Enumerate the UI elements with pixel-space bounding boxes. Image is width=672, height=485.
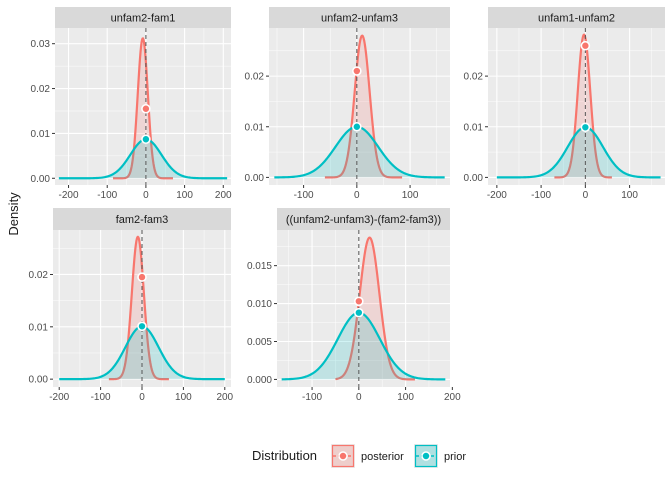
- prior-point: [141, 134, 151, 145]
- posterior-point: [354, 296, 364, 307]
- legend-key-point: [338, 451, 348, 461]
- x-tick-label: 100: [621, 190, 638, 201]
- legend: Distribution posterior prior: [252, 444, 466, 468]
- y-tick-label: 0.02: [464, 72, 484, 83]
- posterior-density-area: [108, 236, 169, 380]
- y-tick-label: 0.005: [247, 337, 272, 348]
- legend-label-prior: prior: [444, 451, 466, 463]
- x-tick-label: 0: [356, 392, 362, 403]
- posterior-density-line: [335, 236, 416, 381]
- x-tick-label: -100: [302, 392, 322, 403]
- prior-density-area: [58, 139, 228, 179]
- posterior-point: [580, 40, 591, 51]
- facet-panel-1: unfam2-fam1 -200 -100 0 100 200 0.00 0.01 0.02 0.…: [31, 7, 232, 201]
- y-tick-label: 0.00: [31, 174, 51, 185]
- facet-title: unfam2-fam1: [111, 13, 176, 25]
- facet-strip: [53, 208, 231, 230]
- prior-point: [352, 121, 362, 132]
- x-tick-label: -100: [531, 190, 551, 201]
- y-tick-label: 0.01: [31, 129, 51, 140]
- facet-title: unfam2-unfam3: [321, 13, 398, 25]
- x-tick-label: 0: [354, 190, 360, 201]
- x-tick-label: -100: [97, 190, 117, 201]
- x-tick-label: -200: [487, 190, 507, 201]
- prior-point: [354, 307, 364, 318]
- facet-panel-4: fam2-fam3 -200 -100 0 100 200 0.00 0.01 0.02: [29, 208, 234, 403]
- prior-density-area: [496, 127, 661, 178]
- y-axis-label: Density: [6, 192, 21, 236]
- x-tick-label: -100: [294, 190, 314, 201]
- x-tick-label: 100: [175, 392, 192, 403]
- y-tick-label: 0.00: [245, 173, 265, 184]
- legend-key-point: [421, 451, 431, 461]
- posterior-density-line: [324, 34, 403, 179]
- facet-title: fam2-fam3: [116, 214, 169, 226]
- legend-key-prior: [414, 444, 438, 468]
- posterior-density-line: [112, 37, 174, 180]
- x-tick-label: -200: [49, 392, 69, 403]
- y-tick-label: 0.02: [29, 270, 49, 281]
- x-tick-label: 200: [216, 392, 233, 403]
- posterior-point: [352, 66, 362, 76]
- prior-density-line: [281, 311, 446, 381]
- posterior-density-line: [553, 33, 613, 179]
- y-tick-label: 0.015: [247, 261, 272, 272]
- y-tick-label: 0.01: [29, 322, 49, 333]
- y-tick-label: 0.00: [29, 375, 49, 386]
- x-tick-label: 100: [397, 392, 414, 403]
- legend-key-posterior: [331, 444, 355, 468]
- y-tick-label: 0.02: [31, 84, 51, 95]
- facet-panel-2: unfam2-unfam3 -100 0 100 0.00 0.01 0.02: [245, 7, 450, 201]
- y-tick-label: 0.01: [464, 122, 484, 133]
- y-tick-label: 0.010: [247, 299, 272, 310]
- x-tick-label: 0: [139, 392, 145, 403]
- prior-density-area: [281, 312, 446, 380]
- facet-title: unfam1-unfam2: [538, 13, 615, 25]
- y-tick-label: 0.01: [245, 122, 265, 133]
- facet-panel-3: unfam1-unfam2 -200 -100 0 100 0.00 0.01 0.02: [464, 7, 665, 201]
- facet-strip: [488, 7, 665, 28]
- facet-title: ((unfam2-unfam3)-(fam2-fam3)): [286, 214, 441, 226]
- facet-panel-5: ((unfam2-unfam3)-(fam2-fam3)) -100 0 100 200…: [247, 208, 461, 403]
- legend-title: Distribution: [252, 448, 317, 463]
- x-tick-label: 0: [143, 190, 149, 201]
- x-tick-label: 100: [176, 190, 193, 201]
- posterior-density-line: [108, 235, 170, 381]
- x-tick-label: 200: [444, 392, 461, 403]
- x-tick-label: -200: [59, 190, 79, 201]
- posterior-density-area: [554, 34, 612, 178]
- posterior-density-area: [335, 237, 415, 380]
- y-tick-label: 0.02: [245, 72, 265, 83]
- facet-strip: [55, 7, 231, 28]
- posterior-point: [141, 103, 151, 114]
- y-tick-label: 0.03: [31, 39, 51, 50]
- posterior-density-area: [324, 35, 403, 178]
- prior-point: [580, 122, 591, 133]
- prior-density-line: [496, 126, 661, 179]
- y-tick-label: 0.00: [464, 173, 484, 184]
- panel-background: [269, 28, 450, 185]
- x-tick-label: -100: [91, 392, 111, 403]
- legend-label-posterior: posterior: [361, 451, 404, 463]
- prior-density-area: [274, 126, 445, 178]
- posterior-point: [137, 272, 147, 282]
- y-tick-label: 0.000: [247, 375, 272, 386]
- prior-point: [137, 321, 147, 332]
- x-tick-label: 100: [402, 190, 419, 201]
- x-tick-label: 0: [583, 190, 589, 201]
- facet-strip: [269, 7, 450, 28]
- facet-strip: [277, 208, 450, 230]
- x-tick-label: 200: [215, 190, 232, 201]
